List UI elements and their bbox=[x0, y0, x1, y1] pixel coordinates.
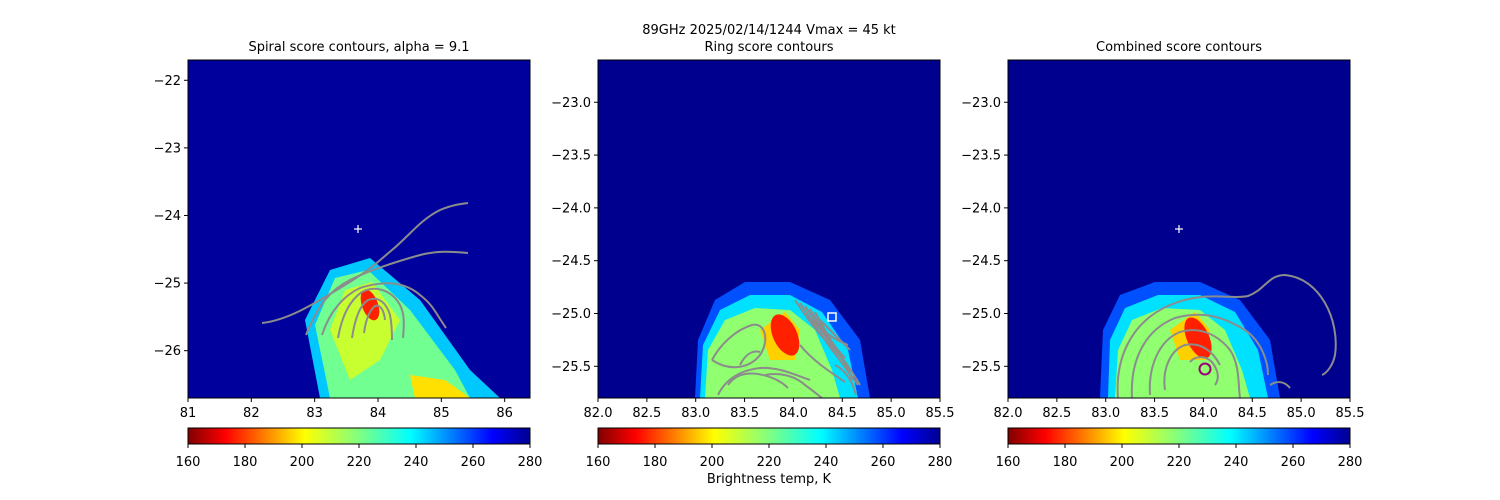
panel3-cbar-tick-label-2: 200 bbox=[1110, 455, 1135, 470]
panel1-ytick-label-1: −23 bbox=[154, 141, 181, 156]
panel3-ytick-label-2: −24.0 bbox=[961, 201, 1001, 216]
panel1-cbar-tick-label-4: 240 bbox=[404, 455, 429, 470]
panel2-xtick-label-7: 85.5 bbox=[926, 406, 955, 421]
colorbar-label: Brightness temp, K bbox=[706, 472, 832, 487]
panel2-xtick-label-1: 82.5 bbox=[632, 406, 661, 421]
panel2-box-marker bbox=[827, 312, 837, 322]
panel3-cbar-tick-label-0: 160 bbox=[996, 455, 1021, 470]
panel2-xtick-label-5: 84.5 bbox=[828, 406, 857, 421]
panel2-ytick-label-3: −24.5 bbox=[551, 254, 591, 269]
panel2-cold-core bbox=[770, 314, 800, 356]
panel1-cold-core bbox=[360, 289, 380, 321]
panel1-cbar-tick-label-2: 200 bbox=[290, 455, 315, 470]
panel3-xtick-label-3: 83.5 bbox=[1140, 406, 1169, 421]
panel2-cbar-tick-label-6: 280 bbox=[928, 455, 953, 470]
panel2-xtick-label-2: 83.0 bbox=[681, 406, 710, 421]
panel2-cbar-tick-label-0: 160 bbox=[586, 455, 611, 470]
panel3-cbar-tick-label-1: 180 bbox=[1053, 455, 1078, 470]
panel2-cbar-tick-label-3: 220 bbox=[757, 455, 782, 470]
panel3-xtick-label-5: 84.5 bbox=[1238, 406, 1267, 421]
panel1-xtick-label-5: 86 bbox=[496, 406, 513, 421]
panel2-plot bbox=[598, 60, 940, 398]
panel3-center-marker bbox=[1175, 225, 1183, 233]
panel3-frame bbox=[1007, 59, 1351, 399]
panel1-cbar-tick-label-3: 220 bbox=[347, 455, 372, 470]
panel3-ytick-label-3: −24.5 bbox=[961, 254, 1001, 269]
panel2-xtick-label-4: 84.0 bbox=[779, 406, 808, 421]
panel2-ytick-label-2: −24.0 bbox=[551, 201, 591, 216]
panel1-frame bbox=[187, 59, 531, 399]
panel3-title: Combined score contours bbox=[1096, 40, 1262, 55]
panel2-frame bbox=[597, 59, 941, 399]
panel3-cbar-tick-label-3: 220 bbox=[1167, 455, 1192, 470]
panel3-ytick-label-0: −23.0 bbox=[961, 96, 1001, 111]
panel2-cbar-tick-label-1: 180 bbox=[643, 455, 668, 470]
panel1-cbar-tick-label-6: 280 bbox=[518, 455, 543, 470]
panel2-cbar-tick-label-2: 200 bbox=[700, 455, 725, 470]
panel1-center-marker bbox=[354, 225, 362, 233]
panel2-cbar-tick-label-4: 240 bbox=[814, 455, 839, 470]
panel3-xtick-label-0: 82.0 bbox=[994, 406, 1023, 421]
panel2-xtick-label-6: 85.0 bbox=[877, 406, 906, 421]
panel1-warm-tail bbox=[410, 375, 470, 398]
panel3-ring-marker bbox=[1198, 362, 1212, 376]
panel1-cbar-tick-label-0: 160 bbox=[176, 455, 201, 470]
panel2-ytick-label-1: −23.5 bbox=[551, 149, 591, 164]
panel1-xtick-label-0: 81 bbox=[180, 406, 197, 421]
panel3-contours bbox=[1116, 273, 1337, 398]
panel1-cbar-tick-label-1: 180 bbox=[233, 455, 258, 470]
panel1-cbar-tick-label-5: 260 bbox=[461, 455, 486, 470]
panel3-xtick-label-1: 82.5 bbox=[1042, 406, 1071, 421]
panel2-ytick-label-0: −23.0 bbox=[551, 96, 591, 111]
panel3-ytick-label-5: −25.5 bbox=[961, 360, 1001, 375]
panel2-title: Ring score contours bbox=[704, 40, 834, 55]
panel1-colorbar bbox=[187, 427, 531, 445]
panel1-contours bbox=[261, 202, 469, 341]
panel1-ytick-label-2: −24 bbox=[154, 209, 181, 224]
panel3-xtick-label-4: 84.0 bbox=[1189, 406, 1218, 421]
panel3-cbar-tick-label-6: 280 bbox=[1338, 455, 1363, 470]
panel1-ytick-label-0: −22 bbox=[154, 74, 181, 89]
panel1-ytick-label-4: −26 bbox=[154, 344, 181, 359]
panel3-cbar-tick-label-4: 240 bbox=[1224, 455, 1249, 470]
panel3-xtick-label-7: 85.5 bbox=[1336, 406, 1365, 421]
panel1-xtick-label-3: 84 bbox=[370, 406, 387, 421]
panel2-ytick-label-4: −25.0 bbox=[551, 307, 591, 322]
panel3-plot bbox=[1008, 60, 1350, 398]
panel3-ytick-label-1: −23.5 bbox=[961, 149, 1001, 164]
panel2-colorbar bbox=[597, 427, 941, 445]
panel1-xtick-label-4: 85 bbox=[433, 406, 450, 421]
panel2-cbar-tick-label-5: 260 bbox=[871, 455, 896, 470]
panel2-ytick-label-5: −25.5 bbox=[551, 360, 591, 375]
panel1-ytick-label-3: −25 bbox=[154, 277, 181, 292]
panel2-xtick-label-0: 82.0 bbox=[584, 406, 613, 421]
panel3-ytick-label-4: −25.0 bbox=[961, 307, 1001, 322]
panel1-title: Spiral score contours, alpha = 9.1 bbox=[248, 40, 470, 55]
panel3-cbar-tick-label-5: 260 bbox=[1281, 455, 1306, 470]
panel2-contours bbox=[711, 299, 861, 398]
panel3-xtick-label-6: 85.0 bbox=[1287, 406, 1316, 421]
panel3-colorbar bbox=[1007, 427, 1351, 445]
panel1-xtick-label-1: 82 bbox=[243, 406, 260, 421]
panel2-xtick-label-3: 83.5 bbox=[730, 406, 759, 421]
panel3-xtick-label-2: 83.0 bbox=[1091, 406, 1120, 421]
panel1-xtick-label-2: 83 bbox=[306, 406, 323, 421]
figure-suptitle: 89GHz 2025/02/14/1244 Vmax = 45 kt bbox=[642, 23, 896, 38]
